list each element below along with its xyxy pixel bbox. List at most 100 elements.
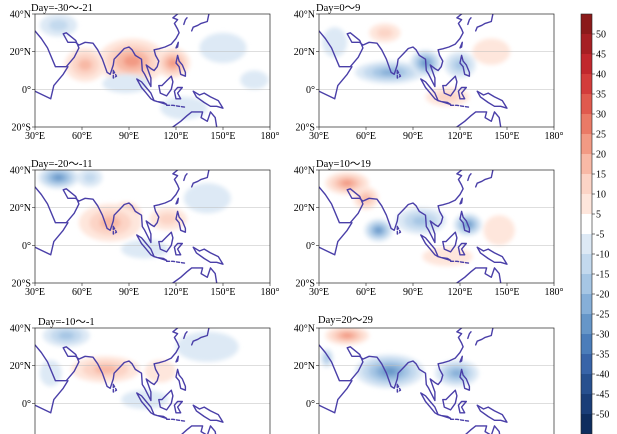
coastline-segment [35,66,69,100]
colorbar-tick-label: 35 [596,90,606,101]
x-tick-label: 90°E [403,287,423,298]
coastline [35,328,224,434]
coastline-segment [319,380,353,414]
x-tick-label: 120°E [447,287,472,298]
anomaly-contour [412,216,430,226]
y-tick-label: 20°N [294,361,315,372]
coastline-segment [158,389,174,411]
panel-day-20: Day=20～29 40°N 20°N 0° [294,315,555,434]
anomaly-contour [322,27,348,58]
coastline-segment [192,90,224,109]
coastline-segment [319,222,353,256]
coastline-segment [437,413,452,420]
coastline-segment [153,99,168,106]
plot-frame [34,169,271,284]
coastline-segment [457,400,467,414]
axis-ticks: 30°E 60°E 90°E 120°E 150°E 180° 40°N 20°N 0° 20°S [10,10,280,143]
coastline-segment [175,210,187,233]
plot-area [34,169,271,284]
panel-title: Day=20～29 [318,315,373,326]
coastline-segment [475,328,494,346]
colorbar-tick-label: -15 [596,270,609,281]
anomaly-contour [376,28,393,38]
colorbar-swatch [581,314,592,335]
coastline-segment [476,90,508,109]
coastline-segment [171,111,218,127]
anomaly-contour [158,213,178,225]
anomaly-contour [58,331,75,340]
colorbar-tick-label: 45 [596,50,606,61]
coastline-segment [165,104,187,108]
plot-frame [318,169,555,284]
coastline-segment [183,173,188,182]
colorbar-swatch [581,34,592,55]
coastline-segment [319,14,464,88]
colorbar-tick-label: -10 [596,250,609,261]
anomaly-field [35,170,270,283]
colorbar-swatch [581,394,592,415]
anomaly-contour [183,183,231,214]
x-tick-label: 120°E [163,131,188,142]
plot-frame [34,13,271,128]
panel-day-0: Day=0～9 30°E 60°E 90°E 120°E 150°E 180° 40°N 20… [294,3,564,142]
anomaly-field [319,328,554,434]
anomaly-contour [49,19,68,31]
anomaly-field [319,170,554,283]
coastline-segment [465,425,501,434]
colorbar-swatch [581,274,592,295]
coastline-segment [153,413,168,420]
x-tick-label: 150°E [210,287,235,298]
coastline-segment [112,69,118,79]
x-tick-label: 30°E [25,287,45,298]
anomaly-contour [436,92,459,102]
colorbar-swatch [581,94,592,115]
x-tick-label: 120°E [163,287,188,298]
coastline-segment [165,418,187,422]
y-tick-label: 0° [22,399,31,410]
coastline-segment [459,355,463,363]
y-tick-label: 20°N [10,47,31,58]
x-tick-label: 180° [545,131,564,142]
coastline-segment [442,231,458,253]
coastline [319,170,508,283]
y-tick-label: 0° [22,241,31,252]
colorbar-tick-label: 15 [596,170,606,181]
y-tick-label: 40°N [10,324,31,335]
colorbar-swatch [581,14,592,35]
coastline-segment [475,170,494,188]
colorbar-swatch [581,254,592,275]
plot-frame [318,327,555,434]
coastline-segment [467,17,472,26]
coastline-segment [175,197,179,205]
coastline-segment [437,99,452,106]
x-tick-label: 120°E [447,131,472,142]
coastline-segment [35,222,69,256]
colorbar-swatch [581,114,592,135]
colorbar-tick-label: 30 [596,110,606,121]
coastline-segment [158,75,174,97]
y-tick-label: 20°N [10,361,31,372]
colorbar: 50 45 40 35 30 25 20 15 10 5 -5 -10 -15 -20 -25 -30 -35 -… [580,13,609,434]
y-tick-label: 40°N [294,10,315,21]
colorbar-swatch [581,174,592,195]
coastline-segment [35,170,180,244]
y-tick-label: 20°S [11,279,31,290]
anomaly-contour [451,369,463,377]
panel-title: Day=10～19 [316,159,371,170]
coastline-segment [449,418,471,422]
coastline-segment [112,383,118,393]
x-tick-label: 180° [261,131,280,142]
coastline-segment [396,69,402,79]
y-tick-label: 20°S [295,279,315,290]
plot-area [34,327,271,434]
panel-day-minus20: Day=-20～-11 30°E 60°E 90°E 120°E 150°E 180° 40… [10,159,280,298]
colorbar-tick-label: 50 [596,30,606,41]
coastline-segment [112,225,118,235]
coastline-segment [181,425,217,434]
axis-ticks: 30°E 60°E 90°E 120°E 150°E 180° 40°N 20°N 0° 20°S [10,166,280,299]
coastline-segment [171,267,218,283]
anomaly-contour [160,96,208,120]
coastline-segment [459,368,471,391]
axis-ticks: 30°E 60°E 90°E 120°E 150°E 180° 40°N 20°N 0° 20°S [294,10,564,143]
